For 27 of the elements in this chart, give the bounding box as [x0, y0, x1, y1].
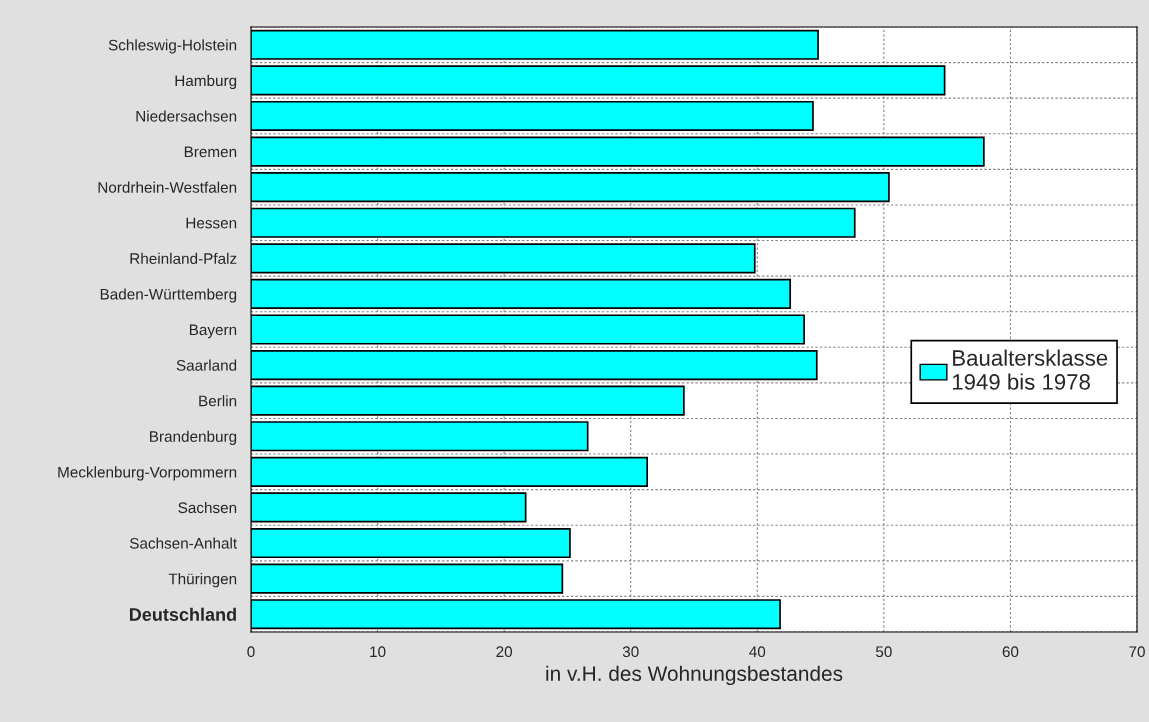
x-tick-label: 0	[247, 646, 255, 658]
y-tick-label: Schleswig-Holstein	[108, 39, 237, 54]
y-tick-label: Hamburg	[175, 74, 237, 90]
y-tick-label: Brandenburg	[150, 430, 237, 445]
x-tick-label: 40	[749, 646, 766, 658]
y-tick-label: Thüringen	[168, 573, 237, 588]
y-tick-label: Niedersachsen	[136, 110, 237, 122]
y-tick-label: Berlin	[199, 395, 237, 407]
x-tick-label: 60	[1002, 646, 1019, 658]
y-tick-label: Baden-Württemberg	[100, 288, 237, 303]
y-tick-label: Sachsen-Anhalt	[129, 537, 237, 549]
x-tick-label: 70	[1129, 646, 1145, 658]
x-tick-label: 10	[370, 646, 386, 658]
x-tick-label: 20	[496, 646, 513, 658]
x-tick-label: 50	[875, 646, 892, 658]
y-tick-label: Bayern	[189, 324, 237, 339]
y-tick-label: Saarland	[176, 359, 237, 371]
y-tick-label: Mecklenburg-Vorpommern	[58, 466, 237, 481]
legend-label: Baualtersklasse 1949 bis 1978	[952, 349, 1108, 390]
x-axis-title: in v.H. des Wohnungsbestandes	[546, 665, 843, 686]
y-tick-label: Bremen	[184, 146, 237, 158]
y-tick-label: Nordrhein-Westfalen	[98, 181, 237, 193]
x-tick-label: 30	[622, 646, 639, 658]
y-tick-label: Rheinland-Pfalz	[130, 252, 237, 265]
y-tick-label: Hessen	[186, 217, 237, 229]
y-tick-label: Sachsen	[178, 501, 237, 514]
y-tick-label: Deutschland	[129, 607, 236, 621]
